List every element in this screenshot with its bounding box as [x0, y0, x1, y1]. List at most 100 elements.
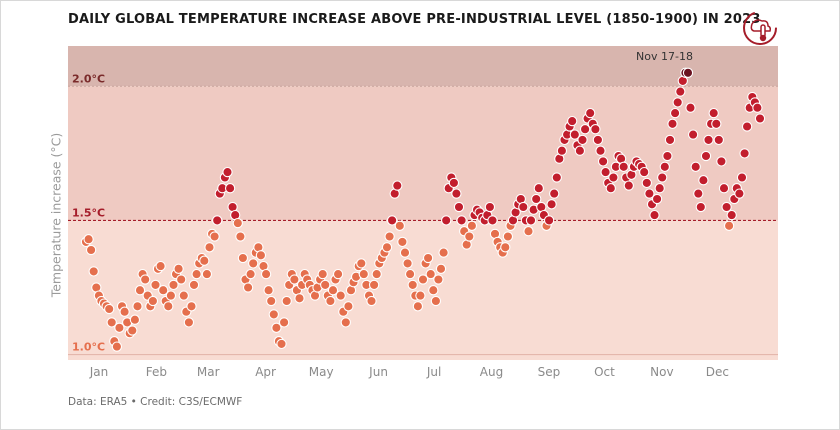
data-point	[332, 268, 344, 280]
month-label-may: May	[309, 365, 334, 379]
data-point	[672, 97, 683, 108]
data-point	[235, 231, 246, 242]
data-point	[150, 279, 161, 291]
data-point	[723, 220, 735, 231]
data-point	[543, 215, 555, 226]
data-point	[618, 161, 629, 172]
data-point	[222, 166, 233, 178]
data-point	[531, 193, 542, 205]
data-point	[183, 317, 195, 328]
month-label-nov: Nov	[650, 365, 673, 379]
data-point	[425, 268, 436, 280]
data-point	[590, 124, 601, 135]
data-point	[549, 188, 560, 199]
data-point	[176, 274, 187, 285]
data-point	[685, 102, 696, 113]
data-point	[698, 175, 709, 186]
data-point	[209, 231, 220, 242]
data-point	[140, 274, 151, 285]
data-point	[687, 129, 699, 140]
data-point	[271, 322, 282, 333]
data-point	[248, 258, 259, 269]
data-point	[734, 188, 745, 199]
data-point	[417, 274, 429, 285]
data-point	[178, 290, 189, 301]
data-point	[158, 285, 169, 296]
data-point	[466, 220, 478, 231]
data-point	[518, 201, 529, 213]
month-label-oct: Oct	[594, 365, 615, 379]
annotation-nov-17-18: Nov 17-18	[636, 50, 693, 63]
data-point	[600, 166, 611, 178]
data-point	[718, 183, 730, 194]
data-point	[281, 295, 292, 307]
data-point	[623, 180, 634, 191]
data-point	[574, 145, 586, 156]
source-credit: Data: ERA5 • Credit: C3S/ECMWF	[68, 396, 243, 408]
data-point	[752, 102, 763, 113]
data-point	[381, 242, 393, 253]
data-point	[173, 263, 184, 274]
data-point	[404, 268, 416, 280]
data-point	[657, 172, 668, 183]
data-point	[119, 306, 130, 317]
data-point	[500, 242, 511, 253]
data-point	[132, 301, 143, 312]
data-point	[263, 285, 274, 296]
data-point	[567, 115, 578, 127]
data-point	[675, 86, 686, 97]
data-point	[232, 217, 243, 229]
data-point	[407, 279, 418, 291]
data-point	[85, 244, 97, 256]
data-point	[394, 220, 405, 231]
data-point	[134, 285, 146, 296]
data-point	[502, 231, 514, 242]
data-point	[453, 201, 465, 213]
data-point	[163, 301, 174, 312]
data-point	[422, 252, 434, 264]
data-point	[721, 201, 732, 213]
data-point	[392, 180, 403, 191]
data-point	[428, 285, 439, 296]
data-point	[736, 172, 748, 183]
data-point	[343, 301, 354, 312]
data-point	[83, 234, 94, 245]
data-point	[556, 145, 568, 156]
data-point	[741, 121, 753, 132]
data-point	[546, 199, 557, 210]
data-point	[155, 260, 166, 272]
data-point	[659, 161, 670, 172]
data-point	[104, 303, 115, 315]
data-point	[682, 67, 694, 78]
data-point	[435, 263, 447, 274]
data-point	[386, 215, 398, 226]
data-point	[399, 247, 411, 258]
data-point	[569, 129, 580, 140]
data-point	[448, 177, 460, 189]
data-point	[255, 250, 267, 261]
data-point	[523, 226, 534, 237]
data-point	[260, 268, 272, 280]
data-point	[456, 215, 467, 226]
data-point	[700, 150, 712, 162]
data-point	[662, 150, 673, 162]
data-point	[366, 295, 377, 307]
data-point	[106, 317, 117, 328]
data-point	[371, 268, 382, 280]
data-point	[188, 279, 200, 291]
data-point	[356, 258, 367, 269]
band-above-2c	[68, 46, 778, 87]
data-point	[325, 295, 336, 307]
month-label-feb: Feb	[146, 365, 167, 379]
data-point	[212, 215, 223, 226]
data-point	[451, 188, 462, 199]
data-point	[199, 255, 210, 266]
data-point	[317, 268, 328, 280]
data-point	[487, 215, 498, 226]
copernicus-thermometer-icon	[743, 11, 777, 45]
data-point	[739, 148, 750, 159]
data-point	[551, 172, 562, 183]
data-point	[592, 134, 604, 146]
chart-title: DAILY GLOBAL TEMPERATURE INCREASE ABOVE …	[68, 12, 761, 27]
data-point	[340, 317, 351, 328]
